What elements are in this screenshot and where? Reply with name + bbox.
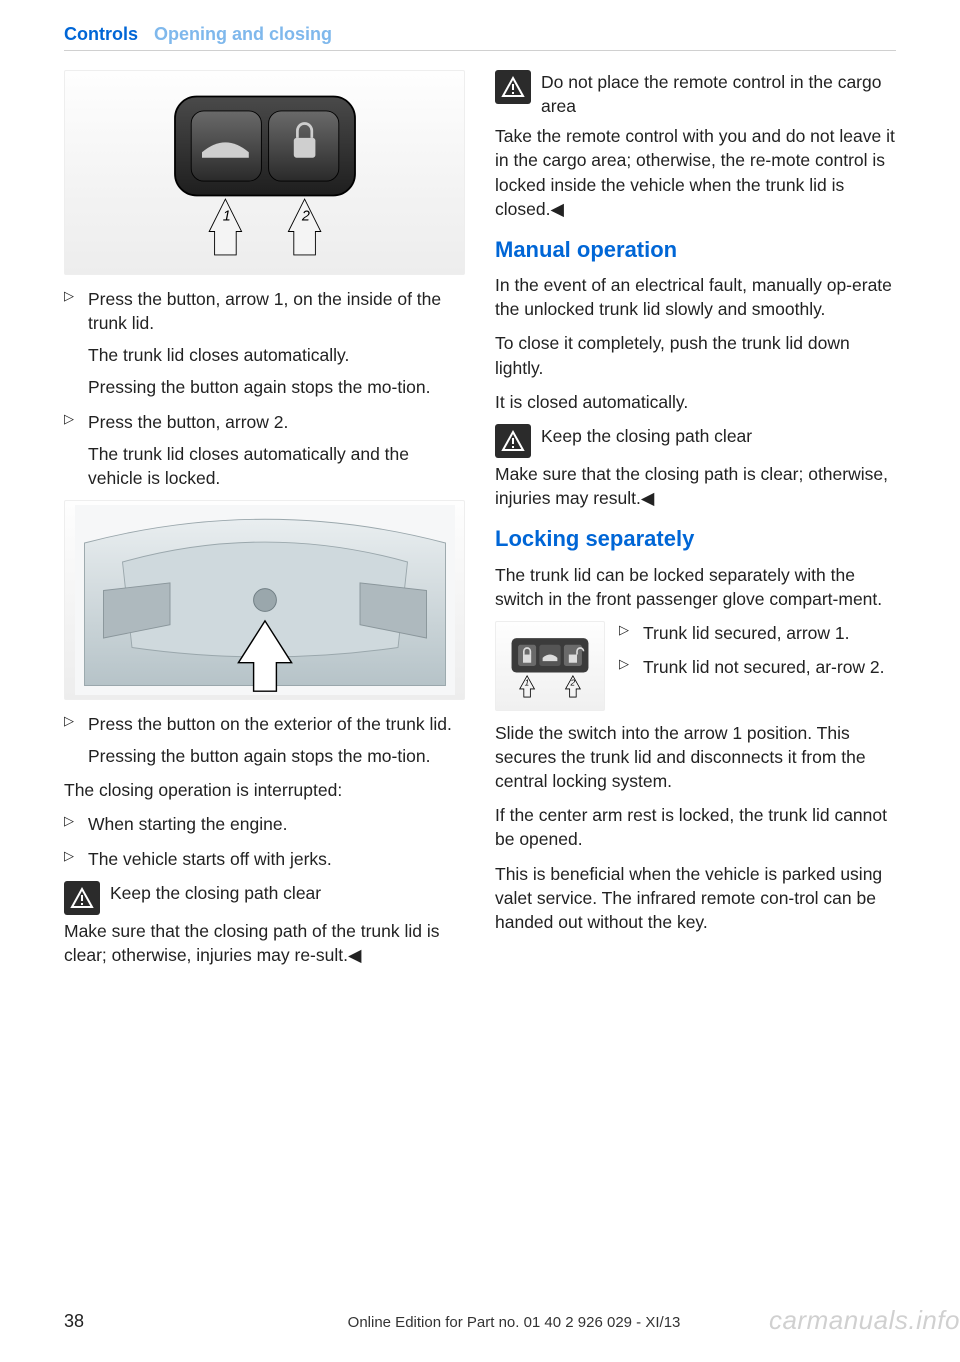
paragraph: To close it completely, push the trunk l… bbox=[495, 331, 896, 379]
svg-text:1: 1 bbox=[525, 678, 530, 687]
lock-figure-row: 1 2 Trunk lid secured, arrow 1. Trunk li… bbox=[495, 621, 896, 711]
svg-text:2: 2 bbox=[569, 678, 575, 687]
bullet-text: Trunk lid not secured, ar‐row 2. bbox=[643, 657, 885, 677]
left-column: 1 2 Press the button, arrow 1, on the in… bbox=[64, 70, 465, 1262]
car-rear-illustration bbox=[75, 505, 455, 695]
bullet-para: Pressing the button again stops the mo‐t… bbox=[88, 375, 465, 399]
bullet-list-2: Press the button on the exterior of the … bbox=[64, 712, 465, 768]
warning-block: Do not place the remote control in the c… bbox=[495, 70, 896, 118]
right-column: Do not place the remote control in the c… bbox=[495, 70, 896, 1262]
list-item: Press the button, arrow 2. The trunk lid… bbox=[88, 410, 465, 490]
breadcrumb-section: Opening and closing bbox=[154, 24, 332, 45]
bullet-text: Trunk lid secured, arrow 1. bbox=[643, 623, 850, 643]
paragraph: Slide the switch into the arrow 1 positi… bbox=[495, 721, 896, 793]
header-divider bbox=[64, 50, 896, 51]
figure-trunk-buttons: 1 2 bbox=[64, 70, 465, 275]
bullet-text: Press the button, arrow 2. bbox=[88, 412, 288, 432]
bullet-para: The trunk lid closes automatically. bbox=[88, 343, 465, 367]
warning-icon bbox=[495, 70, 531, 104]
watermark: carmanuals.info bbox=[769, 1305, 960, 1336]
warning-icon bbox=[64, 881, 100, 915]
warning-title: Keep the closing path clear bbox=[541, 426, 752, 446]
warning-block: Keep the closing path clear bbox=[64, 881, 465, 915]
list-item: Press the button on the exterior of the … bbox=[88, 712, 465, 768]
list-item: Trunk lid secured, arrow 1. bbox=[643, 621, 896, 645]
svg-text:1: 1 bbox=[222, 208, 230, 224]
heading-locking-separately: Locking separately bbox=[495, 524, 896, 554]
warning-body: Take the remote control with you and do … bbox=[495, 124, 896, 221]
breadcrumb-controls: Controls bbox=[64, 24, 138, 45]
warning-body: Make sure that the closing path of the t… bbox=[64, 919, 465, 967]
lock-bullet-list: Trunk lid secured, arrow 1. Trunk lid no… bbox=[619, 621, 896, 689]
breadcrumb: Controls Opening and closing bbox=[64, 24, 896, 45]
svg-text:2: 2 bbox=[300, 208, 309, 224]
figure-trunk-exterior bbox=[64, 500, 465, 700]
paragraph: This is beneficial when the vehicle is p… bbox=[495, 862, 896, 934]
bullet-text: The vehicle starts off with jerks. bbox=[88, 849, 332, 869]
list-item: When starting the engine. bbox=[88, 812, 465, 836]
bullet-para: Pressing the button again stops the mo‐t… bbox=[88, 744, 465, 768]
paragraph: If the center arm rest is locked, the tr… bbox=[495, 803, 896, 851]
warning-title: Do not place the remote control in the c… bbox=[541, 72, 881, 116]
list-item: Press the button, arrow 1, on the inside… bbox=[88, 287, 465, 400]
warning-title: Keep the closing path clear bbox=[110, 883, 321, 903]
trunk-button-panel-illustration: 1 2 bbox=[85, 78, 445, 268]
warning-body: Make sure that the closing path is clear… bbox=[495, 462, 896, 510]
figure-lock-switch: 1 2 bbox=[495, 621, 605, 711]
bullet-text: When starting the engine. bbox=[88, 814, 287, 834]
paragraph: In the event of an electrical fault, man… bbox=[495, 273, 896, 321]
bullet-list-1: Press the button, arrow 1, on the inside… bbox=[64, 287, 465, 490]
paragraph: The closing operation is interrupted: bbox=[64, 778, 465, 802]
bullet-text: Press the button, arrow 1, on the inside… bbox=[88, 289, 441, 333]
bullet-text: Press the button on the exterior of the … bbox=[88, 714, 452, 734]
bullet-para: The trunk lid closes automatically and t… bbox=[88, 442, 465, 490]
paragraph: It is closed automatically. bbox=[495, 390, 896, 414]
warning-icon bbox=[495, 424, 531, 458]
list-item: The vehicle starts off with jerks. bbox=[88, 847, 465, 871]
paragraph: The trunk lid can be locked separately w… bbox=[495, 563, 896, 611]
warning-block: Keep the closing path clear bbox=[495, 424, 896, 458]
page-number: 38 bbox=[64, 1311, 84, 1332]
bullet-list-3: When starting the engine. The vehicle st… bbox=[64, 812, 465, 870]
heading-manual-operation: Manual operation bbox=[495, 235, 896, 265]
list-item: Trunk lid not secured, ar‐row 2. bbox=[643, 655, 896, 679]
